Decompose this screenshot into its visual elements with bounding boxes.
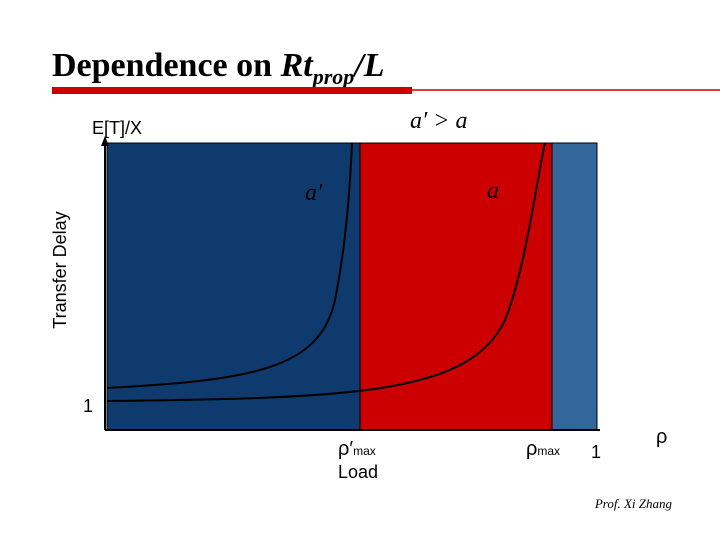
x-tick-label: ρmax [526,438,560,460]
x-tick-label: 1 [591,442,601,462]
region-a [359,142,553,431]
tick-symbol: ρ′ [338,438,353,460]
y-top-label: E[T]/X [92,118,142,138]
tick-symbol: ρ [526,438,537,460]
curve-label: a [487,178,499,204]
x-axis-symbol: ρ [656,426,667,448]
curve-label: a′ [305,180,323,206]
y-arrow [101,136,109,146]
x-label: Load [338,462,378,482]
y-label: Transfer Delay [50,211,70,328]
slide-title: Dependence on Rtprop/L [52,47,384,89]
tick-sub: max [537,444,560,458]
title-text: Dependence on [52,47,281,84]
curve-a [106,142,546,402]
title-bar [52,87,412,94]
x-tick-label: ρ′max [338,438,376,460]
region-unstable [551,142,598,431]
y-tick-label: 1 [83,396,93,416]
author: Prof. Xi Zhang [594,496,673,511]
tick-sub: max [353,444,376,458]
title-sub: prop [311,64,355,89]
title-emph: Rt [280,47,315,84]
curve-a-prime [106,142,353,389]
title-tail: /L [351,47,384,84]
relation: a′ > a [410,108,467,134]
